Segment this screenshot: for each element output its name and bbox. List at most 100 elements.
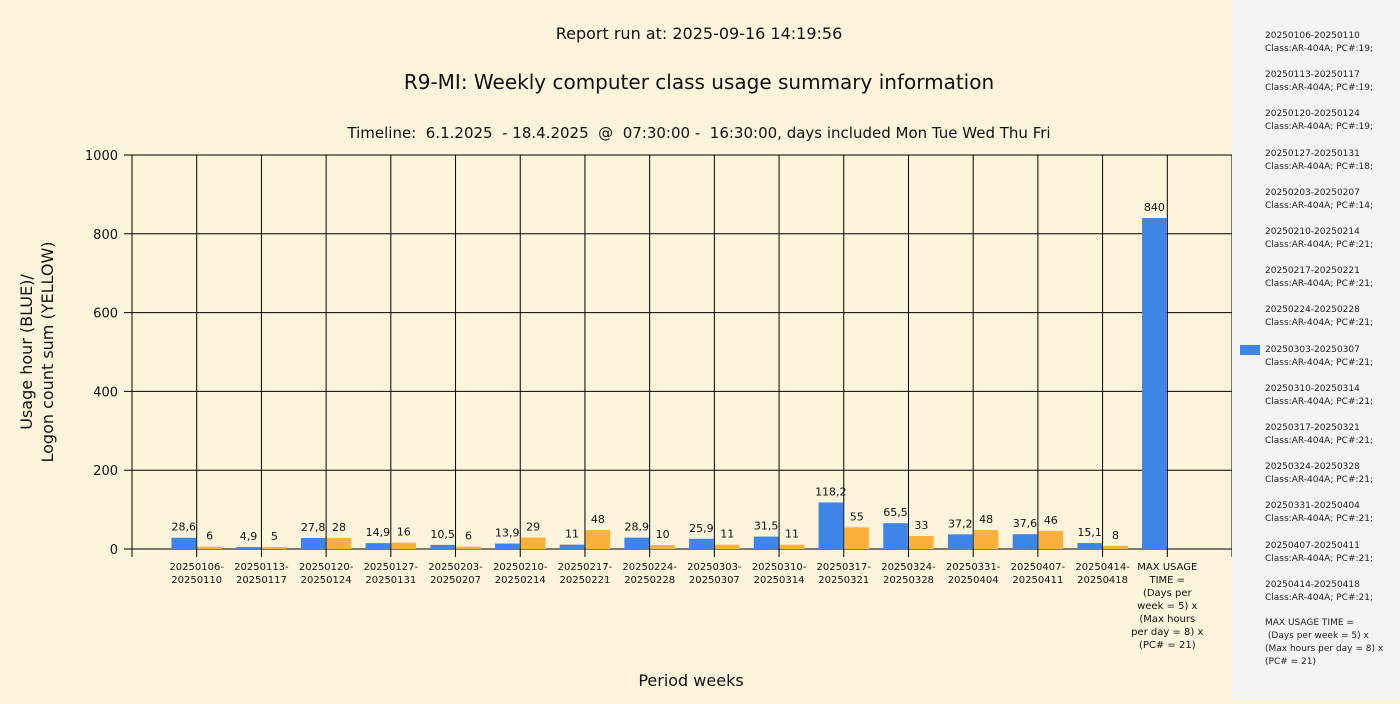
legend-item-class: Class:AR-404A; PC#:19; bbox=[1265, 83, 1373, 94]
bar-value-label: 29 bbox=[526, 521, 540, 534]
legend-item-class: Class:AR-404A; PC#:21; bbox=[1265, 318, 1373, 329]
bar-value-label: 48 bbox=[979, 513, 993, 526]
y-axis-label-line2: Logon count sum (YELLOW) bbox=[38, 241, 57, 462]
x-tick-label: 20250210- bbox=[493, 562, 548, 573]
legend-item: 20250113-20250117 Class:AR-404A; PC#:19; bbox=[1265, 69, 1395, 95]
y-tick-label: 0 bbox=[110, 543, 118, 558]
legend-item-period: 20250324-20250328 bbox=[1265, 462, 1360, 473]
legend-item: 20250120-20250124 Class:AR-404A; PC#:19; bbox=[1265, 108, 1395, 134]
legend-item-class: Class:AR-404A; PC#:19; bbox=[1265, 122, 1373, 133]
bar-value-label: 11 bbox=[565, 528, 579, 541]
legend-item-class: Class:AR-404A; PC#:21; bbox=[1265, 396, 1373, 407]
bar-usage-hours bbox=[689, 538, 714, 549]
legend-item-period: 20250414-20250418 bbox=[1265, 579, 1360, 590]
legend-item: 20250331-20250404 Class:AR-404A; PC#:21; bbox=[1265, 500, 1395, 526]
bar-value-label: 37,6 bbox=[1013, 517, 1038, 530]
bar-value-label: 16 bbox=[397, 526, 411, 539]
x-tick-label: 20250203- bbox=[428, 562, 483, 573]
legend-item-class: Class:AR-404A; PC#:21; bbox=[1265, 592, 1373, 603]
bar-usage-hours bbox=[365, 543, 391, 549]
bar-usage-hours bbox=[430, 544, 455, 549]
bar-usage-hours bbox=[1077, 543, 1102, 549]
bar-logon-count bbox=[197, 546, 222, 549]
x-tick-label: (Days per bbox=[1143, 588, 1193, 599]
x-tick-label: 20250124 bbox=[301, 575, 352, 586]
bar-value-label: 11 bbox=[785, 528, 799, 541]
legend-item-period: 20250217-20250221 bbox=[1265, 266, 1360, 277]
legend-item-period: 20250203-20250207 bbox=[1265, 187, 1360, 198]
bar-usage-hours bbox=[236, 547, 261, 549]
legend-item-period: 20250331-20250404 bbox=[1265, 501, 1360, 512]
bar-value-label: 15,1 bbox=[1077, 526, 1102, 539]
chart-svg: Report run at: 2025-09-16 14:19:56 R9-MI… bbox=[17, 24, 1233, 690]
grid-layer bbox=[124, 154, 1233, 557]
legend-item-period: 20250407-20250411 bbox=[1265, 540, 1360, 551]
bar-value-label: 13,9 bbox=[495, 527, 520, 540]
legend-item-class: Class:AR-404A; PC#:21; bbox=[1265, 436, 1373, 446]
bar-value-label: 28 bbox=[332, 521, 346, 534]
x-tick-label: 20250131 bbox=[365, 575, 416, 586]
x-tick-label: 20250120- bbox=[299, 562, 354, 573]
bars-layer bbox=[171, 218, 1167, 550]
x-tick-label: 20250324- bbox=[881, 562, 936, 573]
y-tick-label: 1000 bbox=[85, 149, 118, 164]
legend-item: 20250106-20250110 Class:AR-404A; PC#:19; bbox=[1265, 30, 1395, 56]
x-tick-label: 20250221 bbox=[559, 575, 610, 586]
bar-usage-hours bbox=[300, 538, 326, 549]
legend-item: 20250407-20250411 Class:AR-404A; PC#:21; bbox=[1265, 540, 1395, 566]
bar-logon-count bbox=[715, 544, 740, 549]
x-tick-label: week = 5) x bbox=[1137, 601, 1197, 612]
bar-logon-count bbox=[973, 530, 999, 549]
bar-logon-count bbox=[262, 547, 287, 549]
bar-usage-hours bbox=[1012, 534, 1038, 549]
x-tick-label: 20250303- bbox=[687, 562, 742, 573]
bar-value-label: 840 bbox=[1144, 201, 1165, 214]
bar-value-label: 5 bbox=[271, 530, 278, 543]
bar-value-label: 118,2 bbox=[815, 485, 847, 498]
legend-item-class: Class:AR-404A; PC#:19; bbox=[1265, 44, 1373, 54]
legend-item: 20250217-20250221 Class:AR-404A; PC#:21; bbox=[1265, 265, 1395, 291]
legend-item-period: 20250303-20250307 bbox=[1265, 344, 1360, 355]
legend-item-class: Class:AR-404A; PC#:21; bbox=[1265, 475, 1373, 486]
x-tick-label: 20250307 bbox=[689, 575, 740, 586]
bar-usage-hours bbox=[495, 543, 520, 549]
legend-item-period: 20250106-20250110 bbox=[1265, 31, 1360, 41]
bar-usage-hours bbox=[753, 536, 779, 549]
x-axis-label: Period weeks bbox=[638, 671, 743, 690]
x-tick-label: per day = 8) x bbox=[1131, 627, 1203, 638]
bar-value-label: 33 bbox=[914, 519, 928, 532]
y-axis-label-line1: Usage hour (BLUE)/ bbox=[17, 274, 36, 430]
bar-value-label: 10,5 bbox=[430, 528, 455, 541]
bar-logon-count bbox=[391, 542, 417, 549]
x-tick-label: 20250214 bbox=[495, 575, 546, 586]
bar-value-label: 6 bbox=[465, 530, 472, 543]
legend-item: 20250127-20250131 Class:AR-404A; PC#:18; bbox=[1265, 148, 1395, 174]
bar-usage-hours bbox=[1142, 218, 1167, 550]
report-run-text: Report run at: 2025-09-16 14:19:56 bbox=[556, 24, 843, 43]
bar-value-label: 8 bbox=[1112, 529, 1119, 542]
bar-usage-hours bbox=[883, 523, 908, 549]
legend-item-period: 20250127-20250131 bbox=[1265, 148, 1360, 159]
x-tick-label: 20250106- bbox=[169, 562, 224, 573]
bar-usage-hours bbox=[559, 544, 585, 549]
x-tick-label: 20250110 bbox=[171, 575, 222, 586]
legend-item-class: Class:AR-404A; PC#:18; bbox=[1265, 161, 1373, 172]
bar-logon-count bbox=[456, 546, 481, 549]
x-tick-label: 20250404 bbox=[948, 575, 999, 586]
legend-item-class: Class:AR-404A; PC#:21; bbox=[1265, 357, 1373, 368]
legend-item-period: 20250113-20250117 bbox=[1265, 70, 1360, 81]
legend-item-class: Class:AR-404A; PC#:21; bbox=[1265, 514, 1373, 525]
x-tick-label: 20250331- bbox=[946, 562, 1001, 573]
x-tick-label: (PC# = 21) bbox=[1139, 640, 1196, 651]
x-tick-label: 20250228 bbox=[624, 575, 675, 586]
bar-logon-count bbox=[326, 537, 352, 549]
bar-logon-count bbox=[650, 545, 675, 549]
bar-value-label: 48 bbox=[591, 513, 605, 526]
x-tick-label: 20250321 bbox=[818, 575, 869, 586]
bar-value-label: 11 bbox=[720, 528, 734, 541]
bar-logon-count bbox=[844, 527, 869, 549]
y-tick-label: 800 bbox=[93, 228, 118, 243]
legend-item-class: Class:AR-404A; PC#:21; bbox=[1265, 553, 1373, 564]
axis-layer: 0 200 400 600 800 1000 20250106- 20250110 202501… bbox=[85, 149, 1204, 651]
legend-max-note: MAX USAGE TIME = (Days per week = 5) x (… bbox=[1265, 618, 1384, 667]
